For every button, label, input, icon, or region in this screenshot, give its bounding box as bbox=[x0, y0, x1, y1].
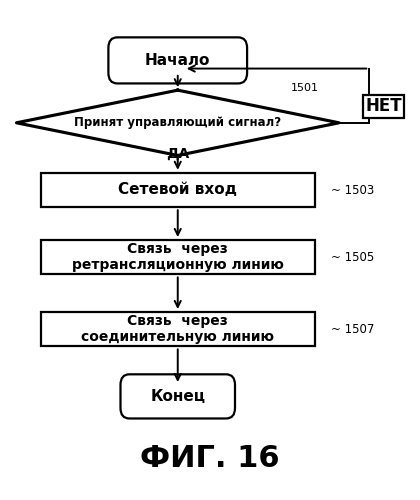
Text: ~ 1505: ~ 1505 bbox=[331, 250, 374, 264]
Text: Начало: Начало bbox=[145, 53, 210, 68]
Text: Связь  через
ретрансляционную линию: Связь через ретрансляционную линию bbox=[72, 242, 284, 272]
Bar bbox=[41, 312, 315, 346]
Bar bbox=[41, 172, 315, 208]
Text: 1501: 1501 bbox=[291, 83, 319, 93]
Text: ДА: ДА bbox=[166, 147, 189, 161]
Bar bbox=[41, 240, 315, 274]
Text: ~ 1507: ~ 1507 bbox=[331, 322, 374, 336]
Text: Связь  через
соединительную линию: Связь через соединительную линию bbox=[81, 314, 274, 344]
Text: НЕТ: НЕТ bbox=[365, 97, 402, 115]
Text: Сетевой вход: Сетевой вход bbox=[118, 182, 237, 198]
Text: Конец: Конец bbox=[150, 389, 205, 404]
FancyBboxPatch shape bbox=[121, 374, 235, 418]
Text: ~ 1503: ~ 1503 bbox=[331, 184, 374, 196]
Text: ФИГ. 16: ФИГ. 16 bbox=[140, 444, 280, 474]
Polygon shape bbox=[16, 90, 339, 156]
FancyBboxPatch shape bbox=[108, 38, 247, 84]
Text: Принят управляющий сигнал?: Принят управляющий сигнал? bbox=[74, 116, 281, 130]
